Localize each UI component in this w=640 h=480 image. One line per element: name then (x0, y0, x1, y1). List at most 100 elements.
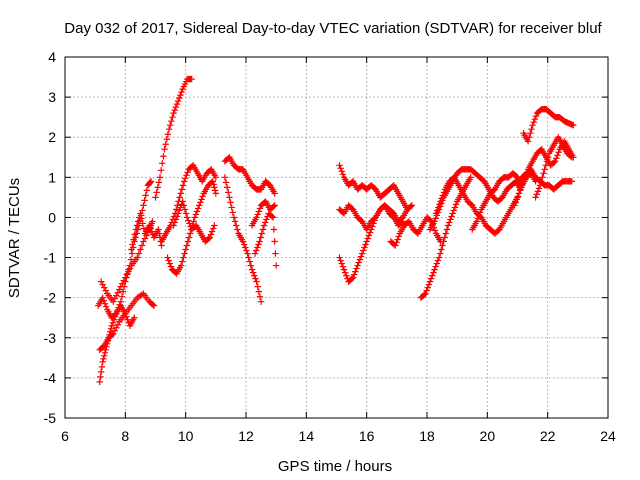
data-point (440, 238, 447, 245)
data-point (255, 288, 263, 295)
y-tick-label: -2 (44, 290, 57, 306)
data-point (114, 321, 121, 328)
series-s6 (152, 75, 195, 201)
data-point (544, 154, 552, 161)
data-point (211, 184, 218, 191)
data-point (126, 265, 134, 272)
data-point (180, 202, 187, 209)
data-point (110, 298, 117, 305)
data-point (541, 166, 548, 173)
data-point (392, 242, 399, 249)
data-point (542, 162, 549, 169)
data-point (131, 314, 138, 321)
data-point (174, 97, 182, 105)
data-point (182, 175, 189, 182)
data-point (182, 246, 189, 253)
data-point (232, 222, 240, 229)
data-point (177, 262, 185, 269)
data-point (395, 233, 402, 240)
data-point (568, 154, 575, 161)
data-point (173, 213, 181, 220)
y-tick-label: 4 (48, 49, 56, 65)
data-point (210, 181, 217, 188)
data-point (99, 358, 106, 366)
data-point (159, 160, 166, 167)
data-point (212, 174, 220, 181)
data-point (177, 190, 184, 197)
x-tick-label: 8 (121, 428, 129, 444)
x-axis-title: GPS time / hours (278, 458, 392, 475)
data-point (367, 226, 375, 233)
data-point (424, 284, 431, 291)
data-point (255, 241, 262, 248)
data-point (269, 214, 277, 221)
data-point (528, 126, 535, 133)
data-point (192, 211, 200, 218)
data-point (185, 217, 192, 224)
data-point (339, 171, 347, 178)
data-point (183, 242, 190, 249)
data-point (181, 206, 189, 213)
data-point (197, 199, 204, 206)
data-point (436, 250, 444, 257)
data-point (430, 269, 437, 276)
data-point (139, 220, 146, 227)
data-point (100, 355, 107, 363)
data-point (433, 207, 441, 214)
data-point (270, 226, 278, 233)
data-point (431, 227, 439, 234)
data-point (251, 250, 259, 257)
y-tick-label: 1 (48, 169, 56, 185)
data-point (444, 222, 452, 229)
data-point (362, 241, 369, 248)
data-point (117, 283, 125, 290)
data-point (181, 250, 188, 257)
data-point (170, 109, 177, 117)
data-point (516, 187, 524, 194)
data-point (239, 238, 247, 245)
data-point (337, 165, 344, 172)
data-point (533, 191, 540, 198)
data-point (514, 193, 522, 200)
data-point (271, 202, 278, 209)
data-point (338, 168, 345, 175)
series-s7 (158, 162, 220, 245)
data-point (535, 185, 543, 192)
data-point (242, 244, 249, 251)
data-point (431, 266, 438, 273)
data-point (439, 242, 446, 249)
data-point (252, 247, 260, 254)
data-point (111, 327, 118, 334)
data-point (442, 230, 450, 237)
data-point (244, 250, 251, 257)
data-point (262, 219, 269, 226)
data-point (252, 275, 259, 282)
data-point (361, 244, 368, 251)
data-point (191, 214, 198, 221)
data-point (256, 238, 263, 245)
data-point (255, 208, 263, 215)
data-point (536, 182, 544, 189)
data-point (134, 218, 142, 225)
data-point (101, 284, 108, 291)
data-point (180, 254, 187, 261)
series-s11 (221, 174, 265, 305)
data-point (338, 260, 345, 267)
data-point (98, 363, 106, 371)
data-point (132, 226, 140, 233)
data-point (123, 313, 130, 320)
data-point (140, 202, 147, 209)
data-point (364, 235, 371, 242)
chart-title: Day 032 of 2017, Sidereal Day-to-day VTE… (64, 20, 602, 37)
series-s3 (94, 294, 138, 329)
x-tick-label: 18 (419, 428, 435, 444)
data-point (438, 195, 445, 202)
data-point (156, 230, 163, 237)
data-point (234, 226, 241, 233)
data-point (353, 265, 360, 272)
data-point (360, 247, 367, 254)
series-s25 (532, 134, 575, 201)
data-point (179, 258, 186, 265)
series-s21 (469, 170, 539, 233)
data-point (190, 218, 197, 225)
